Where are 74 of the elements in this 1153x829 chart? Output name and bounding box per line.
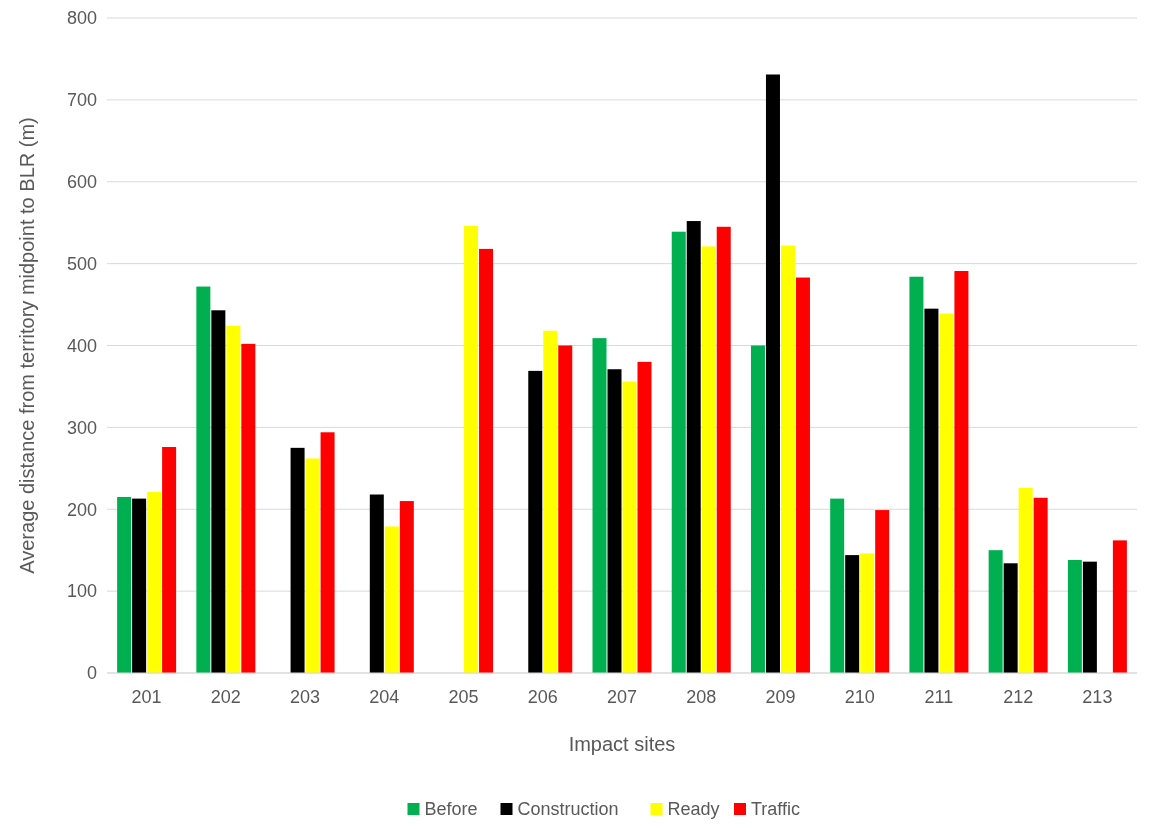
bar xyxy=(954,270,969,673)
x-tick-label: 204 xyxy=(369,687,400,707)
legend-label: Ready xyxy=(667,799,720,819)
bar xyxy=(241,343,256,673)
bar xyxy=(750,345,765,673)
bar xyxy=(875,510,890,673)
x-tick-label: 212 xyxy=(1003,687,1034,707)
x-tick-label: 205 xyxy=(448,687,479,707)
bar xyxy=(558,345,573,673)
bar xyxy=(196,286,211,673)
y-tick-label: 300 xyxy=(66,417,97,438)
x-tick-label: 207 xyxy=(606,687,638,707)
bar xyxy=(1082,561,1097,673)
x-tick-label: 206 xyxy=(527,687,558,707)
x-tick-label: 210 xyxy=(844,687,875,707)
y-tick-label: 100 xyxy=(66,581,97,602)
bar xyxy=(369,494,384,673)
bar xyxy=(860,553,875,673)
bar xyxy=(399,501,414,673)
bar xyxy=(1033,497,1048,673)
x-tick-label: 201 xyxy=(131,687,162,707)
bar xyxy=(1112,540,1127,673)
x-tick-label: 202 xyxy=(210,687,241,707)
legend-label: Traffic xyxy=(751,799,801,819)
bar xyxy=(117,496,132,673)
y-axis-title: Average distance from territory midpoint to BLR (m) xyxy=(16,117,38,574)
y-tick-label: 700 xyxy=(66,90,97,111)
y-tick-label: 0 xyxy=(86,663,97,684)
legend-label: Before xyxy=(424,799,478,819)
bar xyxy=(211,310,226,673)
bar xyxy=(637,361,652,673)
bar xyxy=(1067,560,1082,673)
bar xyxy=(384,526,399,673)
bar xyxy=(607,369,622,673)
bar xyxy=(320,432,335,673)
legend-label: Construction xyxy=(517,799,619,819)
bar xyxy=(795,277,810,673)
bar xyxy=(765,74,780,673)
bar xyxy=(479,248,494,673)
bar xyxy=(988,550,1003,673)
bar xyxy=(671,231,686,673)
y-tick-label: 800 xyxy=(66,8,97,29)
bar xyxy=(909,276,924,673)
bar xyxy=(226,325,241,673)
bar xyxy=(686,221,701,673)
bar xyxy=(622,381,637,673)
bar xyxy=(290,447,305,673)
bar xyxy=(939,313,954,673)
bar xyxy=(830,498,845,673)
y-tick-label: 200 xyxy=(66,499,97,520)
bar xyxy=(464,225,479,673)
x-tick-label: 208 xyxy=(686,687,717,707)
bar xyxy=(592,338,607,673)
bar xyxy=(924,308,939,673)
x-tick-label: 203 xyxy=(290,687,321,707)
y-tick-label: 400 xyxy=(66,335,97,356)
bar xyxy=(132,498,147,673)
bar xyxy=(845,555,860,673)
bar xyxy=(716,226,731,673)
bar xyxy=(1003,563,1018,673)
bar xyxy=(543,330,558,673)
x-tick-label: 209 xyxy=(765,687,796,707)
bar xyxy=(780,245,795,673)
bar xyxy=(147,492,162,673)
bar xyxy=(162,447,177,673)
y-tick-label: 600 xyxy=(66,172,97,193)
bar xyxy=(701,246,716,673)
bar xyxy=(528,370,543,673)
x-axis-title: Impact sites xyxy=(568,733,676,755)
x-tick-label: 211 xyxy=(924,687,954,707)
x-tick-label: 213 xyxy=(1082,687,1113,707)
y-tick-label: 500 xyxy=(66,253,97,274)
bar xyxy=(305,458,320,673)
bar xyxy=(1018,487,1033,673)
